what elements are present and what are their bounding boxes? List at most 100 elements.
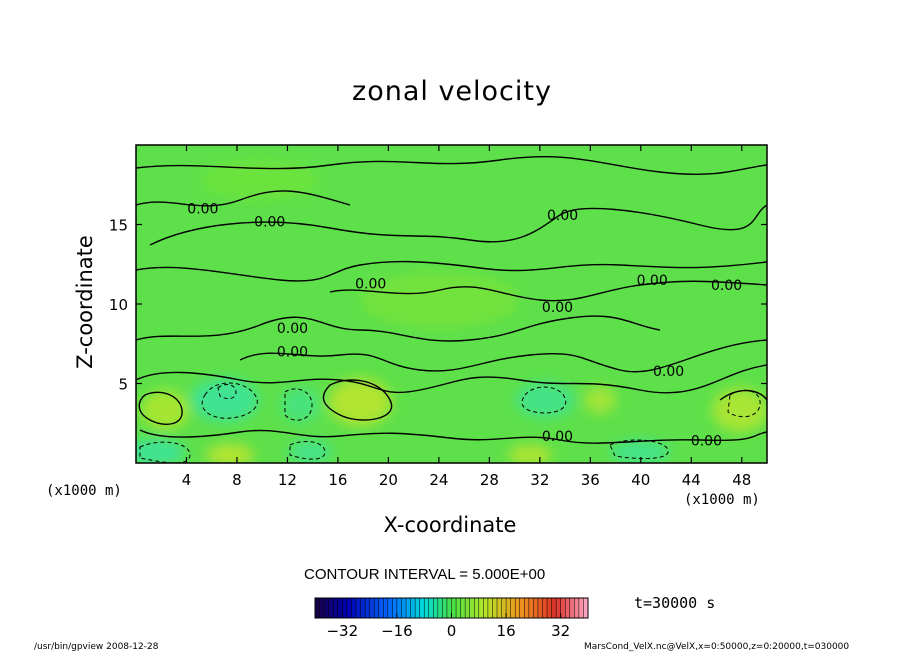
- x-tick-label: 20: [379, 471, 398, 489]
- y-axis-ticks: 5 10 15: [109, 217, 767, 394]
- colorbar-segment: [478, 598, 484, 618]
- contour-label: 0.00: [187, 202, 218, 218]
- negative-contour-line: [609, 439, 669, 459]
- field-positive-blob: [200, 160, 320, 200]
- field-positive-blob: [328, 378, 392, 426]
- velocity-field: [136, 145, 767, 463]
- colorbar-segment: [497, 598, 502, 618]
- colorbar-tick-label: 0: [447, 622, 457, 640]
- colorbar-segment: [537, 598, 543, 618]
- colorbar-segment: [433, 598, 439, 618]
- colorbar: [314, 597, 589, 619]
- contour-line: [136, 260, 767, 282]
- field-negative-blob: [136, 438, 185, 463]
- contour-line: [329, 280, 767, 302]
- field-positive-blob: [508, 445, 552, 463]
- x-axis-label: X-coordinate: [383, 513, 517, 537]
- contour-interval-text: CONTOUR INTERVAL = 5.000E+00: [304, 566, 546, 583]
- colorbar-segment: [565, 598, 571, 618]
- negative-contour-line: [289, 441, 326, 460]
- colorbar-segment: [387, 598, 393, 618]
- colorbar-segment: [528, 598, 534, 618]
- contour-label: 0.00: [277, 345, 308, 361]
- negative-contour-line: [217, 384, 237, 400]
- contour-label: 0.00: [547, 208, 578, 224]
- y-axis-unit: (x1000 m): [46, 483, 122, 499]
- colorbar-tick-label: 32: [551, 622, 570, 640]
- colorbar-segment: [556, 598, 561, 618]
- colorbar-segment: [510, 598, 516, 618]
- colorbar-tick-label: −32: [326, 622, 358, 640]
- contour-line: [136, 155, 767, 175]
- contour-label: 0.00: [542, 300, 573, 316]
- field-positive-blob: [206, 444, 254, 463]
- contour-label: 0.00: [542, 429, 573, 445]
- colorbar-segment: [547, 598, 552, 618]
- colorbar-segment: [355, 598, 361, 618]
- colorbar-segment: [460, 598, 466, 618]
- colorbar-segment: [456, 598, 461, 618]
- time-label: t=30000 s: [634, 594, 716, 612]
- colorbar-segment: [365, 598, 370, 618]
- contour-line: [322, 379, 393, 421]
- contour-label: 0.00: [277, 321, 308, 337]
- colorbar-segment: [519, 598, 525, 618]
- colorbar-segment: [392, 598, 398, 618]
- colorbar-segment: [533, 598, 539, 618]
- colorbar-segment: [524, 598, 530, 618]
- field-positive-blob: [712, 388, 767, 432]
- colorbar-segment: [574, 598, 580, 618]
- contour-line: [138, 391, 183, 426]
- contour-label: 0.00: [711, 278, 742, 294]
- x-tick-label: 32: [530, 471, 549, 489]
- colorbar-segment: [428, 598, 434, 618]
- negative-contour-line: [284, 388, 313, 421]
- colorbar-segment: [569, 598, 575, 618]
- negative-contours: [139, 382, 761, 463]
- colorbar-segment: [383, 598, 389, 618]
- negative-contour-line: [727, 389, 761, 418]
- field-negative-blob: [280, 387, 320, 423]
- footer-program-date: /usr/bin/gpview 2008-12-28: [34, 642, 159, 652]
- contour-line: [149, 204, 767, 246]
- colorbar-segment: [578, 598, 584, 618]
- x-tick-label: 40: [631, 471, 650, 489]
- contour-line: [239, 339, 767, 373]
- x-tick-label: 44: [682, 471, 701, 489]
- contour-label: 0.00: [254, 214, 285, 230]
- y-tick-label: 15: [109, 217, 128, 235]
- colorbar-tick-label: −16: [381, 622, 413, 640]
- x-tick-label: 48: [732, 471, 751, 489]
- x-tick-label: 24: [429, 471, 448, 489]
- contour-line: [139, 429, 767, 444]
- negative-contour-line: [521, 386, 567, 414]
- x-axis-unit: (x1000 m): [684, 492, 760, 508]
- colorbar-segment: [328, 598, 334, 618]
- x-tick-label: 36: [581, 471, 600, 489]
- colorbar-segment: [465, 598, 470, 618]
- colorbar-segment: [346, 598, 352, 618]
- negative-contour-line: [139, 441, 191, 463]
- y-tick-label: 5: [118, 376, 128, 394]
- negative-contour-line: [201, 382, 258, 419]
- colorbar-segment: [374, 598, 379, 618]
- field-negative-blob: [515, 382, 575, 418]
- contour-label-group: 0.00 0.00 0.00 0.00 0.00 0.00 0.00 0.00 0.00 0.00…: [187, 202, 742, 450]
- x-tick-label: 8: [232, 471, 242, 489]
- contour-line: [136, 190, 351, 207]
- colorbar-segment: [474, 598, 480, 618]
- contour-line: [719, 389, 767, 401]
- x-tick-label: 12: [278, 471, 297, 489]
- colorbar-segment: [483, 598, 489, 618]
- colorbar-segment: [410, 598, 416, 618]
- colorbar-segment: [333, 598, 339, 618]
- field-negative-blob: [191, 378, 259, 422]
- x-tick-label: 16: [328, 471, 347, 489]
- colorbar-segment: [324, 598, 329, 618]
- colorbar-segment: [515, 598, 521, 618]
- colorbar-segment: [442, 598, 448, 618]
- colorbar-segment: [424, 598, 430, 618]
- colorbar-segment: [469, 598, 475, 618]
- x-axis-ticks: 4 8 12 16 20 24 28 32 36 40 44 48: [182, 145, 751, 489]
